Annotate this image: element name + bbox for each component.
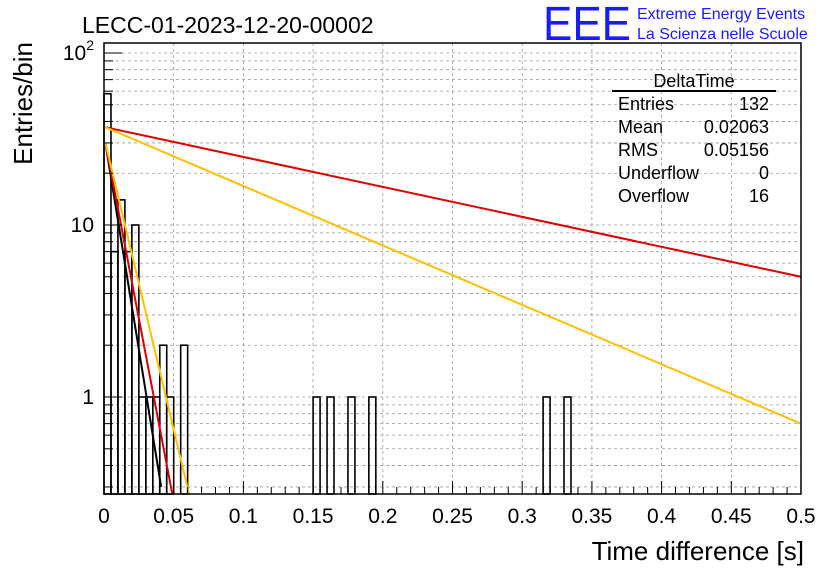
- fit-line: [105, 126, 802, 425]
- stats-label: Overflow: [618, 186, 690, 206]
- y-tick-label: 1: [82, 386, 94, 409]
- stats-label: Entries: [618, 94, 674, 114]
- y-tick-label: 102: [63, 37, 94, 65]
- eee-logo: EEE: [543, 0, 631, 51]
- stats-label: RMS: [618, 140, 658, 160]
- stats-value: 0.05156: [704, 140, 769, 160]
- histogram-bar: [326, 396, 335, 495]
- x-tick-label: 0.25: [432, 505, 473, 528]
- x-tick-label: 0.1: [229, 505, 258, 528]
- stats-value: 0: [759, 163, 769, 183]
- y-axis-label: Entries/bin: [8, 42, 38, 165]
- x-tick-label: 0.4: [647, 505, 677, 528]
- stats-value: 0.02063: [704, 117, 769, 137]
- stats-label: Underflow: [618, 163, 700, 183]
- histogram-bar: [138, 396, 147, 495]
- histogram-bar: [312, 396, 321, 495]
- logo-line-2: La Scienza nelle Scuole: [637, 26, 808, 43]
- x-tick-label: 0.15: [293, 505, 334, 528]
- x-tick-label: 0.45: [711, 505, 752, 528]
- fit-lines: [104, 126, 802, 495]
- histogram-bar: [368, 396, 377, 495]
- fit-line: [104, 142, 191, 495]
- histogram-bar: [563, 396, 572, 495]
- histogram-bar: [110, 250, 119, 495]
- y-tick-labels: 1 10 102: [63, 37, 94, 409]
- stats-box-rows: Entries 132 Mean 0.02063 RMS 0.05156Underflow…: [618, 94, 769, 206]
- x-tick-label: 0.35: [571, 505, 612, 528]
- histogram-bar: [542, 396, 551, 495]
- grid: [104, 43, 801, 494]
- fit-line: [105, 126, 802, 278]
- x-tick-labels: 0 0.05 0.1 0.15 0.2 0.25 0.3 0.35 0.4 0.45 0.5: [98, 505, 815, 528]
- histogram-bar: [158, 344, 168, 495]
- x-tick-label: 0.5: [786, 505, 815, 528]
- histogram-bar: [347, 396, 356, 495]
- x-tick-label: 0: [98, 505, 110, 528]
- x-tick-label: 0.2: [368, 505, 397, 528]
- stats-box-title: DeltaTime: [653, 71, 734, 91]
- stats-value: 132: [739, 94, 769, 114]
- logo-line-1: Extreme Energy Events: [637, 6, 805, 23]
- stats-value: 16: [749, 186, 769, 206]
- chart-title: LECC-01-2023-12-20-00002: [82, 12, 374, 38]
- stats-box: DeltaTime Entries 132 Mean 0.02063 RMS 0.0515…: [612, 71, 776, 206]
- y-tick-label: 10: [71, 214, 94, 237]
- stats-label: Mean: [618, 117, 663, 137]
- x-axis-label: Time difference [s]: [592, 536, 804, 566]
- fit-line: [104, 142, 174, 495]
- x-tick-label: 0.05: [153, 505, 194, 528]
- axis-ticks: [103, 52, 802, 494]
- fit-line: [104, 142, 163, 488]
- x-tick-label: 0.3: [508, 505, 537, 528]
